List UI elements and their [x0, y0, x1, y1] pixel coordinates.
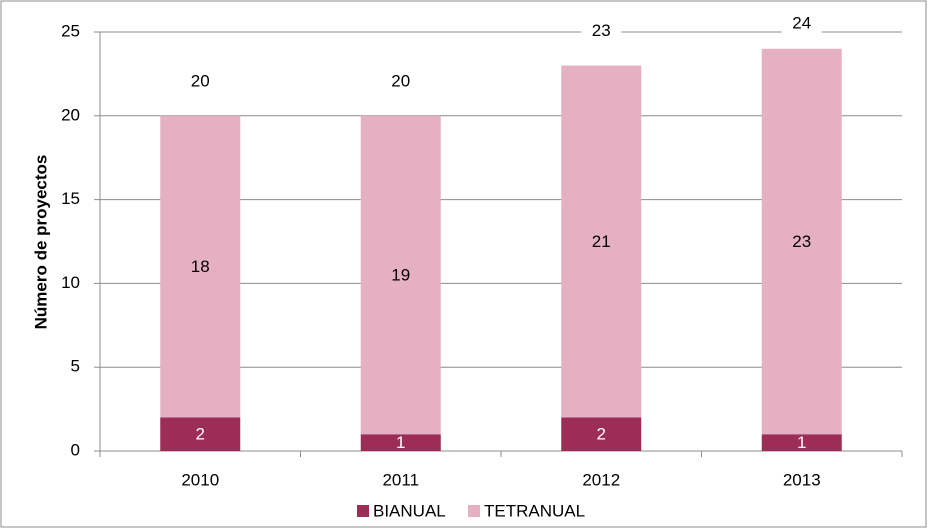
legend-swatch — [357, 505, 369, 517]
y-tick-label: 5 — [71, 357, 80, 376]
data-label: 2 — [196, 425, 205, 444]
legend-label: BIANUAL — [373, 501, 446, 520]
x-tick-label: 2011 — [382, 470, 419, 489]
y-tick-label: 25 — [61, 21, 80, 40]
total-label: 24 — [792, 13, 811, 32]
bar-segment — [561, 65, 642, 418]
data-label: 1 — [797, 433, 806, 452]
legend-swatch — [468, 505, 480, 517]
data-label: 19 — [391, 266, 410, 285]
bar-segment — [360, 434, 441, 451]
bar-segment — [160, 115, 241, 418]
total-label-bg — [581, 20, 622, 43]
legend-label: TETRANUAL — [484, 501, 585, 520]
x-tick-label: 2010 — [181, 470, 219, 489]
total-label: 20 — [191, 71, 210, 90]
bar-segment — [160, 417, 241, 451]
y-tick-label: 15 — [61, 189, 80, 208]
x-tick-label: 2012 — [582, 470, 620, 489]
y-tick-label: 20 — [61, 105, 80, 124]
total-label-bg — [180, 70, 221, 93]
x-tick-label: 2013 — [783, 470, 821, 489]
y-tick-label: 0 — [71, 440, 80, 459]
bar-segment — [761, 434, 842, 451]
y-tick-label: 10 — [61, 273, 80, 292]
bar-segment — [561, 417, 642, 451]
data-label: 18 — [191, 257, 210, 276]
total-label: 20 — [391, 71, 410, 90]
data-label: 21 — [592, 232, 611, 251]
total-label-bg — [781, 13, 822, 35]
data-label: 23 — [792, 232, 811, 251]
total-label-bg — [380, 70, 421, 93]
bar-segment — [761, 48, 842, 435]
total-label: 23 — [592, 21, 611, 40]
data-label: 1 — [396, 433, 405, 452]
y-axis-label: Número de proyectos — [31, 155, 50, 330]
data-label: 2 — [597, 425, 606, 444]
bar-segment — [360, 115, 441, 435]
